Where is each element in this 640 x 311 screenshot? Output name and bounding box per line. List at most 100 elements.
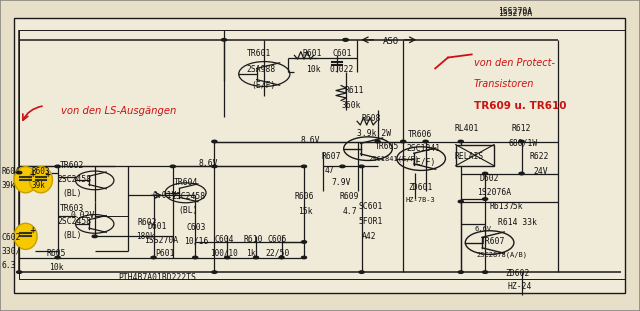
Text: 6.3: 6.3 xyxy=(2,261,17,270)
Text: 39k: 39k xyxy=(32,181,46,190)
Text: 10/16: 10/16 xyxy=(184,237,209,246)
Ellipse shape xyxy=(14,167,37,193)
Text: PTH4B7A01BD222TS: PTH4B7A01BD222TS xyxy=(118,273,196,282)
Text: 1SS270A: 1SS270A xyxy=(144,236,178,245)
Circle shape xyxy=(483,172,488,175)
Circle shape xyxy=(151,256,156,259)
Circle shape xyxy=(55,256,60,259)
Text: HZ-24: HZ-24 xyxy=(508,282,532,291)
Text: (E/F): (E/F) xyxy=(252,81,276,91)
Text: von den LS-Ausgängen: von den LS-Ausgängen xyxy=(61,106,176,116)
Text: 330/: 330/ xyxy=(2,247,21,256)
Text: 5FOR1: 5FOR1 xyxy=(358,217,383,226)
Text: R608: R608 xyxy=(362,114,381,123)
Text: 2SC2878(A/B): 2SC2878(A/B) xyxy=(477,251,528,258)
Text: 2SA988: 2SA988 xyxy=(246,65,276,74)
Text: TR604: TR604 xyxy=(174,178,198,187)
Text: (BL): (BL) xyxy=(63,189,82,198)
Text: 180k: 180k xyxy=(136,232,155,241)
Circle shape xyxy=(279,256,284,259)
Bar xyxy=(14,18,625,293)
Text: RELAIS: RELAIS xyxy=(454,152,484,161)
Text: von den Protect-: von den Protect- xyxy=(474,58,555,67)
Text: R613: R613 xyxy=(490,202,509,211)
Text: 0.01V: 0.01V xyxy=(152,191,177,200)
Text: 6.6V: 6.6V xyxy=(475,226,492,232)
Text: R612: R612 xyxy=(512,124,531,133)
Circle shape xyxy=(519,172,524,175)
Circle shape xyxy=(401,140,406,143)
Circle shape xyxy=(212,165,217,168)
Ellipse shape xyxy=(14,223,37,249)
Text: R610: R610 xyxy=(243,235,262,244)
Text: (E/F): (E/F) xyxy=(412,158,436,167)
Text: TR605: TR605 xyxy=(374,142,399,151)
Text: 2SC1841: 2SC1841 xyxy=(406,144,440,153)
Text: R614 33k: R614 33k xyxy=(498,218,537,227)
Text: 0.02V: 0.02V xyxy=(70,211,95,220)
Text: A42: A42 xyxy=(362,232,376,241)
Text: 1k: 1k xyxy=(246,249,256,258)
Text: C603: C603 xyxy=(187,223,206,232)
Text: R601: R601 xyxy=(303,49,322,58)
Text: P601: P601 xyxy=(156,249,175,258)
Circle shape xyxy=(92,235,97,238)
Text: +: + xyxy=(29,170,35,179)
Text: 22/50: 22/50 xyxy=(266,249,290,258)
Text: 1SS270A: 1SS270A xyxy=(498,9,532,18)
Circle shape xyxy=(458,271,463,273)
Text: R607: R607 xyxy=(322,152,341,161)
Circle shape xyxy=(343,39,348,41)
Text: 2SC2458: 2SC2458 xyxy=(58,175,92,184)
Text: RL401: RL401 xyxy=(454,124,479,133)
Text: 4.7: 4.7 xyxy=(342,207,357,216)
Circle shape xyxy=(301,241,307,243)
Text: R605: R605 xyxy=(47,249,66,258)
Circle shape xyxy=(253,256,259,259)
Text: 1S2076A: 1S2076A xyxy=(477,188,511,197)
Bar xyxy=(456,145,494,166)
Text: 3.9k 2W: 3.9k 2W xyxy=(357,129,391,138)
Text: 8.6V: 8.6V xyxy=(301,136,320,145)
Text: 47: 47 xyxy=(325,166,335,175)
Text: 2SC2458: 2SC2458 xyxy=(58,217,92,226)
Text: D601: D601 xyxy=(147,222,166,231)
Circle shape xyxy=(193,256,198,259)
Circle shape xyxy=(17,271,22,273)
Text: 75k: 75k xyxy=(509,202,524,211)
Circle shape xyxy=(359,165,364,168)
Text: 15k: 15k xyxy=(298,207,312,216)
Circle shape xyxy=(483,271,488,273)
Text: Transistoren: Transistoren xyxy=(474,79,534,89)
Text: R602: R602 xyxy=(138,218,157,227)
Text: 2SC1841(E/F): 2SC1841(E/F) xyxy=(368,156,419,162)
Text: TR603: TR603 xyxy=(60,204,84,213)
Text: 7.9V: 7.9V xyxy=(332,178,351,187)
Text: R604: R604 xyxy=(2,167,20,176)
Text: D602: D602 xyxy=(480,174,499,183)
Text: 100/10: 100/10 xyxy=(210,249,237,258)
Text: 1SS270A: 1SS270A xyxy=(498,7,532,16)
Text: C605: C605 xyxy=(268,235,287,244)
Text: TR602: TR602 xyxy=(60,161,84,170)
Circle shape xyxy=(458,200,463,203)
Circle shape xyxy=(519,140,524,143)
Ellipse shape xyxy=(29,167,52,193)
Circle shape xyxy=(17,171,22,174)
Circle shape xyxy=(458,140,463,143)
Text: C604: C604 xyxy=(214,235,234,244)
Text: 8.6V: 8.6V xyxy=(198,159,218,168)
Text: 360k: 360k xyxy=(341,101,360,110)
Text: ZD602: ZD602 xyxy=(506,269,530,278)
Text: R622: R622 xyxy=(530,152,549,161)
Circle shape xyxy=(340,165,345,168)
Circle shape xyxy=(55,165,60,168)
Circle shape xyxy=(359,271,364,273)
Text: 39k: 39k xyxy=(2,181,16,190)
Circle shape xyxy=(221,39,227,41)
Circle shape xyxy=(301,165,307,168)
Text: ZD601: ZD601 xyxy=(408,183,433,193)
Text: 680/1W: 680/1W xyxy=(509,138,538,147)
Circle shape xyxy=(343,39,348,41)
Text: R611: R611 xyxy=(344,86,364,95)
